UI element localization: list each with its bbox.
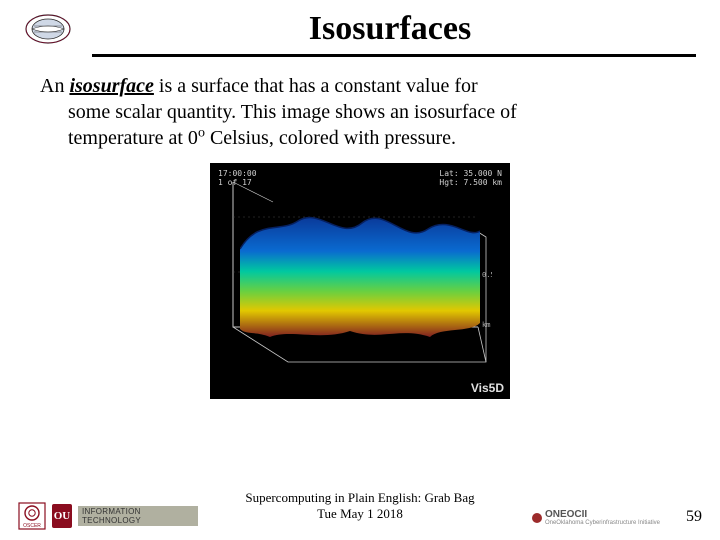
body-rest3: temperature at 0	[68, 127, 198, 149]
body-rest1: is a surface that has a constant value f…	[154, 75, 478, 97]
isosurface-icon	[240, 211, 480, 341]
footer-line1: Supercomputing in Plain English: Grab Ba…	[245, 490, 474, 505]
footer-line2: Tue May 1 2018	[317, 506, 403, 521]
it-logo-icon: INFORMATION TECHNOLOGY	[78, 506, 198, 526]
svg-text:OSCER: OSCER	[23, 523, 41, 529]
isosurface-figure: 0.551 km 17:00:00 1 of 17 Lat: 35.000 N …	[210, 163, 510, 399]
body-lead: An	[40, 75, 69, 97]
svg-text:0.551: 0.551	[482, 271, 492, 279]
onecii-dot-icon	[532, 513, 542, 523]
body-line3: temperature at 0o Celsius, colored with …	[68, 125, 680, 151]
slide: Isosurfaces An isosurface is a surface t…	[0, 0, 720, 540]
footer-logos-right: ONEOCII OneOklahoma Cyberinfrastructure …	[532, 509, 660, 526]
body-rest4: Celsius, colored with pressure.	[205, 127, 456, 149]
body-term: isosurface	[69, 75, 153, 97]
footer: Supercomputing in Plain English: Grab Ba…	[0, 490, 720, 532]
figure-watermark: Vis5D	[471, 381, 504, 395]
ou-logo-icon: OU	[52, 504, 72, 528]
figure-topleft-label: 17:00:00 1 of 17	[218, 169, 257, 187]
onecii-text: ONEOCII OneOklahoma Cyberinfrastructure …	[545, 509, 660, 526]
onecii-logo-icon: ONEOCII OneOklahoma Cyberinfrastructure …	[532, 509, 660, 526]
body-rest2: some scalar quantity. This image shows a…	[68, 101, 517, 123]
oscer-logo-icon: OSCER	[18, 502, 46, 530]
body-line2: some scalar quantity. This image shows a…	[68, 99, 680, 125]
svg-text:km: km	[482, 321, 490, 329]
degree-symbol: o	[198, 125, 205, 140]
header: Isosurfaces	[0, 0, 720, 48]
onecii-label: ONEOCII	[545, 509, 587, 520]
footer-logos-left: OSCER OU INFORMATION TECHNOLOGY	[18, 502, 198, 530]
page-title: Isosurfaces	[84, 10, 696, 48]
page-number: 59	[686, 508, 702, 526]
globe-logo-icon	[24, 13, 72, 45]
figure-topright-label: Lat: 35.000 N Hgt: 7.500 km	[439, 169, 502, 187]
body-paragraph: An isosurface is a surface that has a co…	[0, 57, 720, 151]
onecii-sub: OneOklahoma Cyberinfrastructure Initiati…	[545, 520, 660, 526]
